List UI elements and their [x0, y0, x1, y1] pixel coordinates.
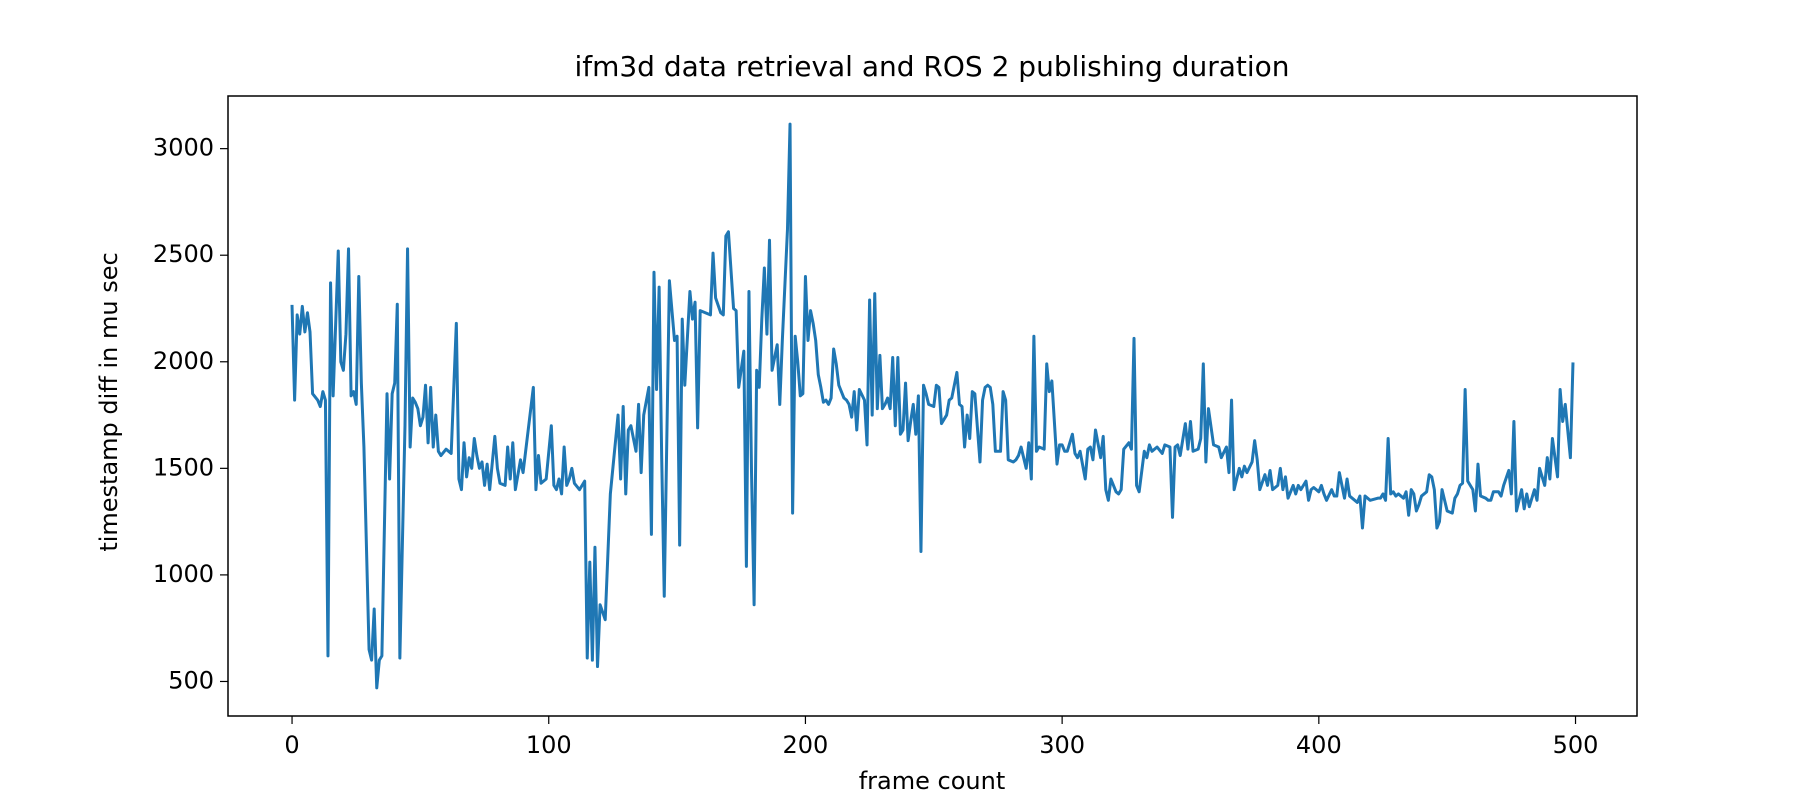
x-tick-label: 200 — [783, 731, 829, 759]
x-tick-label: 300 — [1039, 731, 1085, 759]
x-tick-label: 500 — [1553, 731, 1599, 759]
x-axis-label: frame count — [859, 767, 1006, 795]
x-tick-label: 100 — [526, 731, 572, 759]
y-tick-label: 1000 — [153, 560, 214, 588]
y-axis-label: timestamp diff in mu sec — [95, 252, 123, 551]
chart-title: ifm3d data retrieval and ROS 2 publishin… — [574, 50, 1289, 83]
y-tick-label: 2500 — [153, 240, 214, 268]
x-tick-label: 0 — [284, 731, 299, 759]
data-line — [290, 122, 1575, 690]
x-tick-label: 400 — [1296, 731, 1342, 759]
plot-frame — [227, 95, 1638, 717]
y-tick-label: 1500 — [153, 453, 214, 481]
y-tick-label: 2000 — [153, 347, 214, 375]
y-tick-label: 3000 — [153, 134, 214, 162]
y-tick-label: 500 — [168, 666, 214, 694]
